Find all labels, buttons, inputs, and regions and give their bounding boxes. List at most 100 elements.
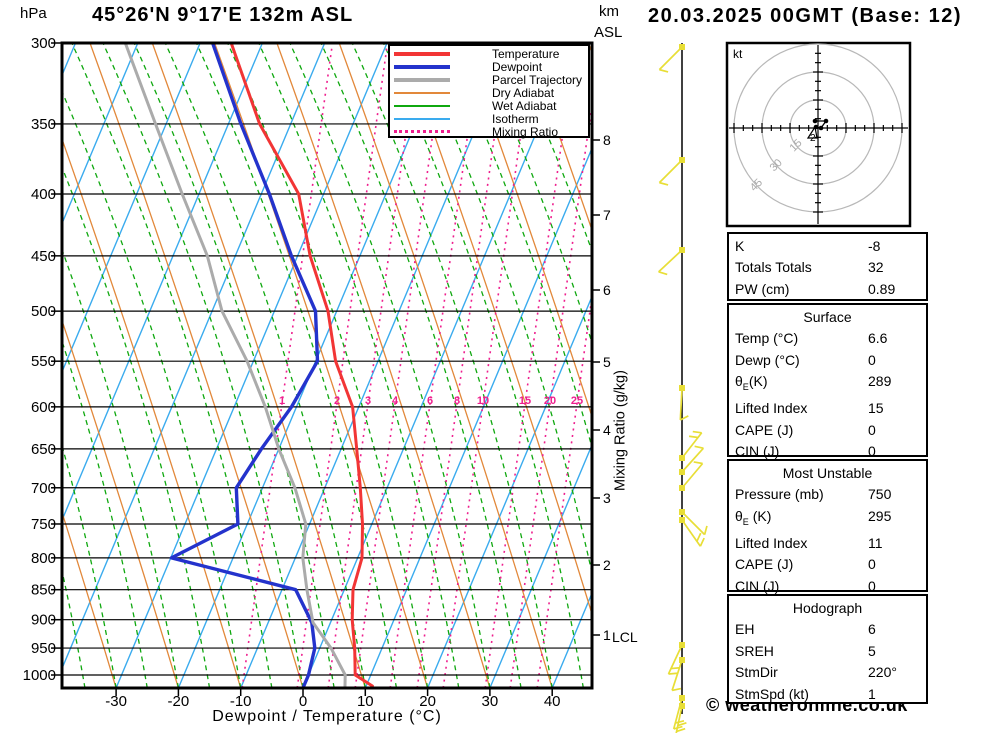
mixing-ratio-label: 25	[571, 395, 583, 407]
hodograph-height-label: 2	[810, 133, 816, 144]
table-row: EH 6	[735, 619, 920, 640]
table-row-value: 295	[868, 507, 892, 524]
table-row-value: 0	[868, 351, 876, 368]
km-axis-unit: km	[599, 3, 619, 20]
mixing-ratio-line	[536, 290, 592, 688]
dry-adiabat-line	[213, 43, 429, 688]
mixing-ratio-line	[484, 43, 577, 688]
table-row-value: 0	[868, 421, 876, 438]
pressure-tick-label: 550	[31, 353, 56, 370]
wet-adiabat-line	[62, 89, 242, 688]
wind-barb	[658, 159, 683, 184]
wind-barb	[681, 511, 706, 536]
pressure-tick-label: 950	[31, 640, 56, 657]
pressure-tick-label: 750	[31, 516, 56, 533]
km-tick-label: 2	[603, 557, 611, 573]
barb-feather	[693, 461, 703, 465]
pressure-tick-label: 850	[31, 582, 56, 599]
table-row-label: SREH	[735, 642, 774, 659]
barb-feather	[679, 415, 689, 421]
table-row: K -8	[735, 236, 920, 257]
storm-motion-marker	[806, 125, 818, 139]
table-row-label: CIN (J)	[735, 443, 780, 460]
wet-adiabat-line	[258, 43, 460, 688]
legend-item: Dry Adiabat	[394, 86, 588, 99]
table-row-value: 6	[868, 621, 876, 638]
wind-barb	[681, 462, 704, 489]
dry-adiabat-line	[62, 137, 242, 688]
legend-swatch-thin	[394, 91, 450, 94]
asl-axis-unit: ASL	[594, 24, 623, 41]
table-row-label: Temp (°C)	[735, 330, 799, 347]
mixing-ratio-labels: 1 2 3 4 6 8 10 15 20 25	[279, 395, 583, 407]
temperature-curve	[229, 43, 374, 688]
isotherm-line	[0, 43, 13, 688]
table-row-value: -8	[868, 238, 881, 254]
legend-item: Parcel Trajectory	[394, 73, 588, 86]
pressure-tick-label: 450	[31, 248, 56, 265]
legend-item: Isotherm	[394, 112, 588, 125]
date-title: 20.03.2025 00GMT (Base: 12)	[648, 5, 962, 27]
page-title: 45°26'N 9°17'E 132m ASL	[92, 4, 354, 26]
barb-feather	[671, 687, 682, 692]
table-row-label: θE(K)	[735, 373, 768, 393]
legend-item: Dewpoint	[394, 60, 588, 73]
wet-adiabat-line	[62, 443, 117, 688]
mixing-ratio-line	[327, 43, 420, 688]
barb-feather	[658, 271, 668, 276]
temp-tick-label: 0	[299, 693, 307, 710]
table-row-label: Pressure (mb)	[735, 486, 824, 503]
table-row: Totals Totals 32	[735, 257, 920, 278]
wet-adiabat-line	[320, 43, 522, 688]
parcel-trajectory-curve	[123, 43, 347, 688]
legend-item-label: Dewpoint	[492, 59, 543, 74]
km-tick-label: 7	[603, 207, 611, 223]
table-row-value: 6.6	[868, 330, 888, 347]
table-row-label: Dewp (°C)	[735, 351, 800, 368]
legend-swatch-thick	[394, 64, 450, 69]
temp-tick-label: -30	[105, 693, 127, 710]
legend-item: Mixing Ratio	[394, 125, 588, 138]
wind-barb	[681, 432, 703, 459]
dry-adiabat-line	[276, 43, 491, 688]
barb-feather	[668, 672, 678, 675]
legend-item-label: Wet Adiabat	[492, 98, 557, 113]
isotherm-line	[62, 43, 264, 522]
mixing-ratio-label: 10	[477, 395, 489, 407]
mixing-ratio-label: 3	[365, 395, 371, 407]
barb-feather	[703, 525, 708, 535]
legend-item-label: Isotherm	[492, 111, 539, 126]
legend-swatch-thick	[394, 51, 450, 56]
table-row-value: 11	[868, 535, 883, 552]
wet-adiabat-line	[289, 43, 491, 688]
isotherm-line	[426, 294, 592, 688]
wind-barb	[658, 46, 683, 71]
wind-barb	[658, 249, 683, 273]
barb-feather	[692, 430, 702, 434]
pressure-tick-label: 700	[31, 480, 56, 497]
barb-feather	[699, 537, 705, 547]
dewpoint-curve	[169, 43, 320, 688]
table-row: θE (K) 295	[735, 506, 920, 533]
legend-swatch-dotted	[394, 130, 450, 133]
dry-adiabat-line	[89, 43, 304, 688]
table-row: PW (cm) 0.89	[735, 279, 920, 300]
table-row: Dewp (°C) 0	[735, 350, 920, 371]
wet-adiabat-line	[102, 43, 304, 688]
mixing-ratio-line	[354, 43, 447, 688]
pressure-tick-label: 500	[31, 303, 56, 320]
km-tick-label: 3	[603, 490, 611, 506]
table-row-value: 1	[868, 685, 876, 702]
mixing-ratio-label: 8	[454, 395, 460, 407]
dry-adiabat-line	[463, 43, 592, 419]
mixing-ratio-line	[442, 43, 535, 688]
pressure-tick-label: 300	[31, 35, 56, 52]
table-row: θE(K) 289	[735, 371, 920, 398]
pressure-tick-label: 800	[31, 550, 56, 567]
mixing-ratio-label: 1	[279, 395, 285, 407]
wind-barb	[681, 447, 705, 473]
wet-adiabat-line	[133, 43, 335, 688]
temp-tick-label: 20	[419, 693, 436, 710]
dry-adiabat-line	[338, 43, 553, 688]
